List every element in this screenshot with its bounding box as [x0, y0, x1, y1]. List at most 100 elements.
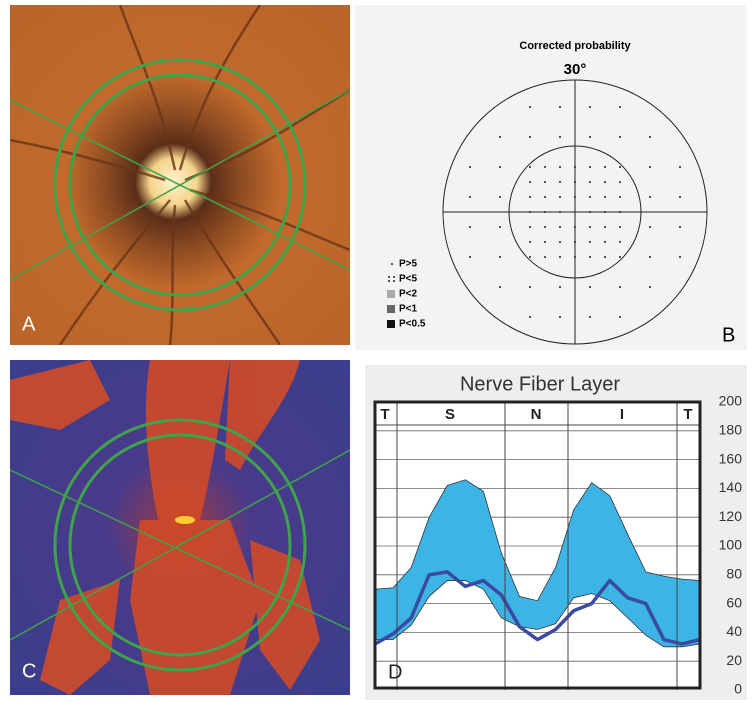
- field-point: [499, 226, 501, 228]
- y-tick-label: 20: [726, 652, 742, 668]
- field-point: [604, 166, 606, 168]
- y-tick-label: 200: [719, 393, 743, 409]
- nerve-fiber-chart: Nerve Fiber Layer 0204060801001201401601…: [365, 365, 747, 700]
- y-tick-label: 40: [726, 623, 742, 639]
- field-point: [529, 286, 531, 288]
- field-point: [679, 256, 681, 258]
- field-point: [499, 166, 501, 168]
- y-tick-label: 160: [719, 450, 743, 466]
- legend-symbol: [387, 305, 395, 313]
- field-point: [469, 256, 471, 258]
- field-point: [619, 316, 621, 318]
- legend-symbol: [391, 263, 393, 265]
- field-point: [589, 136, 591, 138]
- legend-label: P>5: [399, 259, 418, 270]
- page: {"panels": { "a": {"label": "A"}, "b": {…: [0, 0, 756, 702]
- field-point: [529, 136, 531, 138]
- field-point: [469, 196, 471, 198]
- field-point: [559, 106, 561, 108]
- field-point: [559, 166, 561, 168]
- y-tick-label: 0: [734, 681, 742, 697]
- field-point: [559, 286, 561, 288]
- legend-symbol: [393, 280, 395, 282]
- field-point: [589, 106, 591, 108]
- field-point: [499, 196, 501, 198]
- field-point: [589, 286, 591, 288]
- y-tick-label: 60: [726, 594, 742, 610]
- field-point: [649, 166, 651, 168]
- field-point: [544, 256, 546, 258]
- field-point: [499, 286, 501, 288]
- sector-label: T: [380, 406, 389, 423]
- field-point: [649, 256, 651, 258]
- field-point: [574, 166, 576, 168]
- field-point: [469, 166, 471, 168]
- field-point: [604, 256, 606, 258]
- field-point: [559, 316, 561, 318]
- sector-label: I: [620, 406, 624, 423]
- panel-label: C: [22, 660, 36, 682]
- panel-label: D: [388, 661, 402, 683]
- field-point: [469, 226, 471, 228]
- legend-symbol: [393, 276, 395, 278]
- field-point: [529, 226, 531, 228]
- y-tick-label: 180: [719, 422, 743, 438]
- chart-title: Nerve Fiber Layer: [460, 373, 620, 395]
- field-point: [619, 181, 621, 183]
- field-point: [559, 256, 561, 258]
- y-tick-label: 80: [726, 566, 742, 582]
- field-point: [589, 241, 591, 243]
- panel-c: C: [10, 360, 350, 695]
- sector-label: S: [445, 406, 455, 423]
- field-point: [559, 226, 561, 228]
- field-point: [529, 211, 531, 213]
- field-point: [604, 211, 606, 213]
- field-point: [679, 196, 681, 198]
- field-point: [544, 241, 546, 243]
- field-point: [619, 136, 621, 138]
- field-point: [604, 181, 606, 183]
- y-tick-label: 100: [719, 537, 743, 553]
- field-point: [649, 286, 651, 288]
- field-point: [619, 286, 621, 288]
- field-point: [574, 226, 576, 228]
- field-point: [559, 136, 561, 138]
- field-point: [499, 136, 501, 138]
- field-point: [589, 226, 591, 228]
- field-point: [529, 106, 531, 108]
- field-point: [529, 166, 531, 168]
- legend-symbol: [387, 320, 395, 328]
- field-point: [589, 211, 591, 213]
- field-point: [574, 256, 576, 258]
- field-point: [529, 196, 531, 198]
- field-point: [604, 241, 606, 243]
- field-point: [589, 181, 591, 183]
- panel-title: Corrected probability: [519, 40, 631, 52]
- figure: A Corrected probability 30° P>5P<5P<2P<1…: [0, 0, 756, 702]
- sector-label: T: [683, 406, 692, 423]
- field-point: [589, 256, 591, 258]
- y-tick-label: 120: [719, 508, 743, 524]
- panel-b: Corrected probability 30° P>5P<5P<2P<1P<…: [355, 5, 747, 350]
- field-point: [679, 226, 681, 228]
- legend-label: P<2: [399, 289, 418, 300]
- field-point: [574, 241, 576, 243]
- field-point: [529, 181, 531, 183]
- panel-label: A: [22, 313, 36, 335]
- field-point: [544, 181, 546, 183]
- panel-a: A: [10, 5, 350, 345]
- field-point: [544, 166, 546, 168]
- legend-symbol: [387, 290, 395, 298]
- field-point: [649, 226, 651, 228]
- field-point: [559, 241, 561, 243]
- field-point: [604, 226, 606, 228]
- field-point: [559, 181, 561, 183]
- field-point: [649, 196, 651, 198]
- panel-label: B: [722, 324, 735, 346]
- legend-symbol: [388, 276, 390, 278]
- field-point: [619, 106, 621, 108]
- field-point: [619, 226, 621, 228]
- field-point: [574, 196, 576, 198]
- legend-label: P<5: [399, 274, 418, 285]
- field-point: [679, 166, 681, 168]
